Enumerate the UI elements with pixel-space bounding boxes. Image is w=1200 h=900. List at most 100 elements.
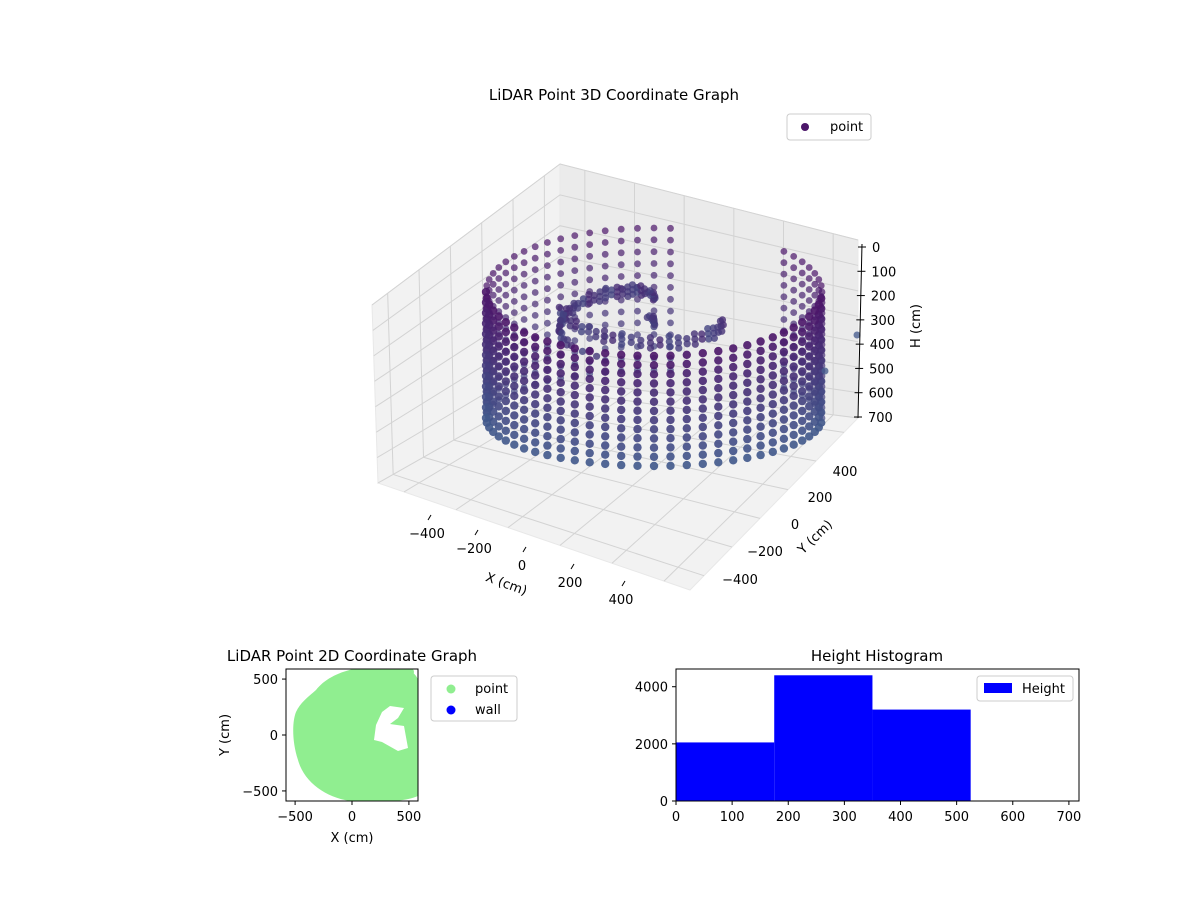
lidar-point (729, 372, 738, 381)
lidar-point (617, 405, 626, 415)
lidar-point (756, 450, 765, 460)
lidar-point (768, 361, 777, 371)
lidar-point (729, 353, 738, 362)
lidar-point (501, 357, 510, 366)
lidar-point (714, 421, 723, 430)
lidar-point (531, 312, 539, 319)
lidar-point (743, 434, 752, 444)
lidar-point (805, 275, 813, 282)
lidar-point (666, 397, 675, 406)
lidar-point (578, 347, 587, 355)
lidar-point (790, 275, 798, 283)
lidar-point (567, 317, 575, 325)
lidar-point (543, 413, 552, 422)
plot3d-title: LiDAR Point 3D Coordinate Graph (489, 86, 739, 104)
lidar-point (556, 350, 565, 359)
lidar-point (714, 439, 723, 448)
lidar-point (481, 298, 491, 307)
lidar-point (649, 379, 659, 388)
plot3d-z-tick-label: 100 (871, 265, 896, 280)
lidar-point (563, 305, 571, 313)
lidar-point (585, 291, 593, 299)
lidar-point (510, 253, 518, 260)
lidar-point (601, 321, 609, 329)
lidar-point (571, 337, 579, 344)
lidar-point (789, 381, 798, 391)
plot2d-points (293, 669, 418, 801)
lidar-point (666, 379, 675, 388)
lidar-point (531, 380, 540, 390)
lidar-point (798, 377, 807, 386)
lidar-point (596, 288, 604, 296)
plot-histogram: Height Histogram 0 100 200 300 400 500 600 700 … (635, 647, 1081, 825)
plot3d-z-tick-label: 0 (872, 241, 880, 256)
lidar-point (600, 337, 608, 345)
lidar-point (601, 349, 610, 358)
lidar-point (789, 420, 798, 430)
grid-line-height (371, 163, 859, 306)
lidar-point (698, 335, 706, 343)
lidar-point (592, 333, 600, 341)
lidar-point (756, 422, 765, 431)
lidar-point (666, 388, 675, 397)
lidar-point (798, 269, 806, 277)
lidar-point (729, 362, 738, 372)
lidar-point (556, 388, 565, 397)
lidar-point (743, 359, 752, 369)
lidar-point (779, 328, 789, 337)
lidar-point (585, 346, 594, 356)
lidar-point (675, 344, 683, 352)
plot3d-z-tick-label: 500 (869, 362, 894, 377)
lidar-point (729, 418, 738, 428)
lidar-point (743, 444, 752, 453)
lidar-point (789, 362, 798, 371)
lidar-point (531, 300, 539, 308)
plot2d-void (374, 706, 408, 751)
lidar-point (601, 274, 609, 282)
lidar-point (481, 392, 491, 402)
lidar-point (601, 385, 610, 395)
lidar-point (633, 452, 642, 461)
lidar-point (805, 372, 814, 381)
lidar-point (585, 411, 594, 421)
plot3d-x-tick (474, 529, 479, 536)
lidar-point (556, 434, 565, 444)
lidar-point (570, 418, 579, 428)
lidar-point (789, 391, 798, 401)
plot3d-z-label: H (cm) (909, 304, 924, 348)
plot2d-legend-wall-marker (446, 705, 456, 715)
lidar-point (798, 436, 807, 445)
lidar-point (617, 308, 625, 316)
lidar-point (601, 441, 610, 450)
lidar-point (519, 357, 529, 366)
lidar-point (682, 424, 691, 433)
lidar-point (481, 371, 491, 381)
lidar-point (779, 376, 789, 386)
lidar-point (768, 390, 777, 399)
lidar-point (698, 358, 707, 367)
lidar-point (780, 248, 788, 255)
lidar-point (650, 271, 658, 279)
plot3d-y-tick-label: −400 (722, 573, 758, 588)
lidar-point (617, 414, 626, 424)
lidar-point (650, 224, 658, 232)
lidar-point (756, 413, 765, 422)
lidar-point (646, 334, 655, 342)
lidar-point (779, 434, 789, 443)
lidar-point (682, 378, 691, 387)
lidar-point (481, 287, 491, 297)
lidar-point (649, 461, 659, 471)
lidar-point (544, 239, 551, 246)
lidar-point (682, 414, 691, 424)
lidar-point (501, 337, 510, 347)
lidar-point (798, 327, 807, 337)
lidar-point (617, 359, 626, 369)
lidar-point (682, 433, 691, 442)
plot3d-x-tick (570, 563, 575, 570)
lidar-point (502, 302, 510, 310)
lidar-point (544, 262, 551, 269)
lidar-point (810, 377, 819, 386)
lidar-point (768, 419, 777, 428)
lidar-point (780, 270, 788, 278)
lidar-point (560, 310, 568, 318)
